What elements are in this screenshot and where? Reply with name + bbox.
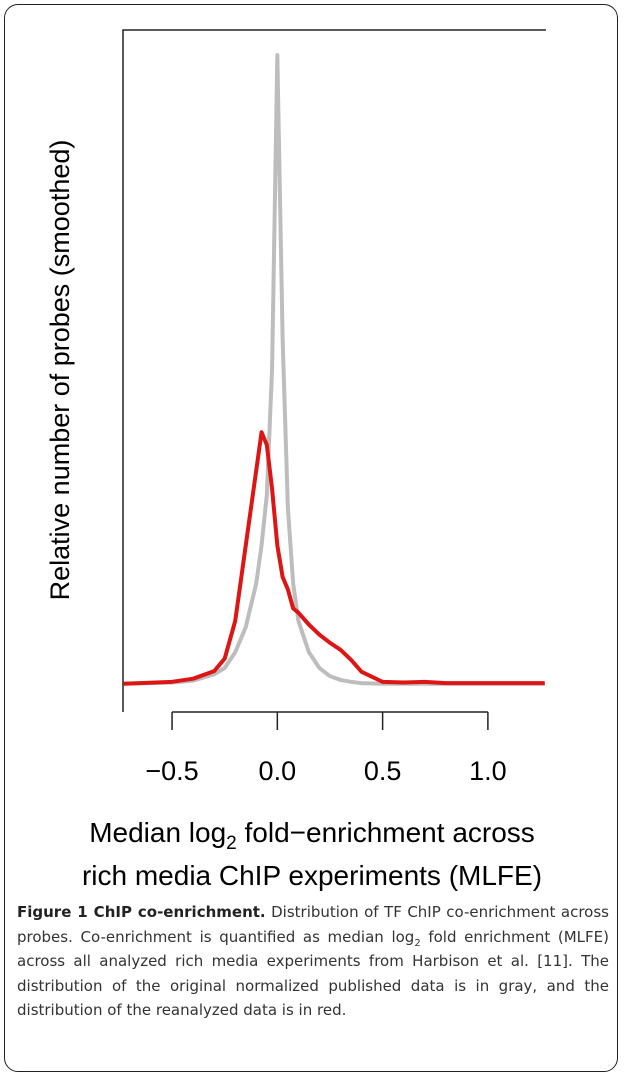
- x-axis-label-sub: 2: [226, 833, 237, 854]
- caption-label: Figure 1 ChIP co-enrichment.: [17, 903, 266, 921]
- x-axis-label-part: fold−enrichment across: [237, 817, 535, 848]
- caption: Figure 1 ChIP co-enrichment. Distributio…: [17, 900, 609, 1023]
- x-tick-label: 1.0: [469, 756, 507, 786]
- x-axis-label: rich media ChIP experiments (MLFE): [82, 860, 542, 891]
- data-line: [123, 430, 545, 686]
- data-line: [123, 53, 545, 686]
- chart: Relative number of probes (smoothed) Med…: [45, 29, 546, 891]
- x-tick-label: 0.0: [259, 756, 297, 786]
- caption-text: fold enrichment (MLFE) across all analyz…: [17, 927, 609, 1020]
- caption-text: Distribution of TF ChIP co-enrichment ac…: [17, 903, 609, 946]
- y-axis-label: Relative number of probes (smoothed): [45, 140, 75, 601]
- caption-sub: 2: [414, 937, 421, 949]
- x-tick-label: −0.5: [145, 756, 198, 786]
- x-axis-label: Median log2 fold−enrichment across: [89, 817, 535, 854]
- plot-frame: [122, 29, 546, 712]
- x-axis-label-part: Median log: [89, 817, 226, 848]
- figure-card: [4, 4, 618, 1072]
- x-tick-label: 0.5: [364, 756, 402, 786]
